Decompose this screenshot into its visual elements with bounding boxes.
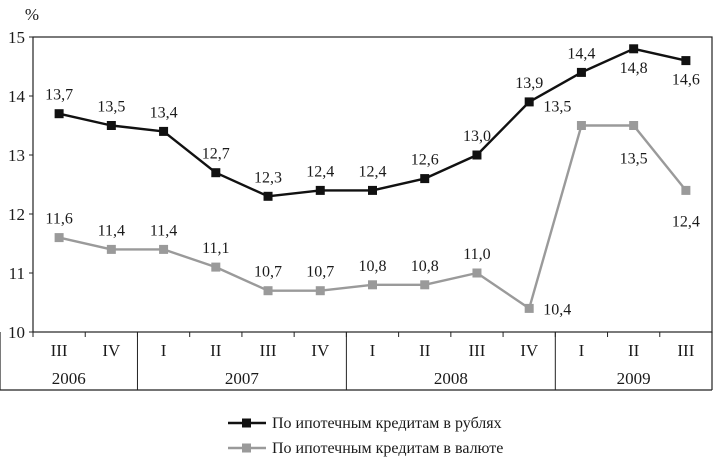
series-2-point (315, 286, 325, 296)
x-tick-label: I (579, 341, 585, 360)
data-label: 13,5 (620, 151, 648, 168)
x-tick-label: II (210, 341, 222, 360)
series-2-point (106, 244, 116, 254)
data-label: 13,9 (515, 75, 543, 92)
series-1-point (315, 185, 325, 195)
series-2-point (524, 303, 534, 313)
data-label: 14,4 (567, 45, 595, 62)
year-label: 2008 (434, 369, 468, 388)
data-label: 13,5 (543, 99, 571, 116)
series-2-point (263, 286, 273, 296)
series-1-point (420, 174, 430, 184)
data-labels: 13,7 13,5 13,4 12,7 12,3 12,4 12,4 12,6 13,0 13,9… (45, 45, 700, 318)
series-2-point (472, 268, 482, 278)
year-label: 2009 (617, 369, 651, 388)
x-tick-label: III (260, 341, 277, 360)
y-tick-label: 15 (8, 28, 25, 47)
series-1-point (54, 109, 64, 119)
y-axis-label: % (25, 5, 39, 24)
y-tick-label: 10 (8, 323, 25, 342)
x-tick-label: III (51, 341, 68, 360)
series-2-point (54, 233, 64, 243)
y-tick-label: 14 (8, 87, 26, 106)
x-tick-label: III (677, 341, 694, 360)
data-label: 11,0 (463, 246, 490, 263)
x-tick-label: IV (311, 341, 330, 360)
series-2-point (629, 121, 639, 130)
x-tick-label: II (628, 341, 640, 360)
series-1-point (263, 191, 273, 201)
y-tick-label: 11 (9, 264, 25, 283)
data-label: 10,7 (254, 264, 282, 281)
data-label: 12,4 (306, 163, 334, 180)
data-label: 14,6 (672, 72, 700, 89)
series-2-point (420, 280, 430, 290)
series-1-point (629, 44, 639, 54)
data-label: 12,4 (359, 163, 387, 180)
x-tick-label: II (419, 341, 431, 360)
series-2-point (681, 185, 691, 195)
legend-marker (242, 418, 251, 428)
data-label: 13,5 (97, 99, 125, 116)
data-label: 12,3 (254, 169, 282, 186)
data-label: 12,6 (411, 152, 439, 169)
x-tick-label: I (370, 341, 376, 360)
data-label: 10,8 (411, 258, 439, 275)
year-label: 2006 (52, 369, 86, 388)
y-tick-label: 12 (8, 205, 25, 224)
data-label: 11,6 (45, 211, 72, 228)
series-1-point (368, 185, 377, 195)
data-label: 10,8 (359, 258, 387, 275)
plot-frame (32, 36, 713, 333)
series-2-point (368, 280, 377, 290)
series-1-point (576, 67, 586, 77)
series-1-point (211, 168, 221, 178)
legend: По ипотечным кредитам в рублях По ипотечн… (228, 415, 503, 457)
legend-marker (242, 443, 251, 453)
legend-label: По ипотечным кредитам в рублях (272, 415, 502, 432)
data-label: 10,7 (306, 264, 334, 281)
series-2-point (211, 262, 221, 272)
year-label: 2007 (225, 369, 260, 388)
y-tick-label: 13 (8, 146, 25, 165)
data-label: 13,7 (45, 87, 73, 104)
data-label: 11,4 (150, 222, 177, 239)
series-1-point (472, 150, 482, 160)
series-1-point (159, 126, 169, 136)
data-label: 11,1 (202, 240, 229, 257)
data-label: 11,4 (98, 222, 125, 239)
x-tick-label: IV (520, 341, 539, 360)
x-tick-label: IV (102, 341, 121, 360)
data-label: 12,7 (202, 146, 230, 163)
series-1-point (524, 97, 534, 107)
data-label: 10,4 (543, 301, 571, 318)
data-label: 12,4 (672, 213, 700, 230)
data-label: 13,4 (150, 104, 178, 121)
x-tick-label: I (161, 341, 167, 360)
series-1-point (106, 121, 116, 130)
data-label: 13,0 (463, 128, 491, 145)
series-2-point (159, 244, 169, 254)
series-1-point (681, 56, 691, 66)
series-2-point (576, 121, 586, 130)
series-layer (54, 44, 691, 313)
data-label: 14,8 (620, 60, 648, 77)
legend-label: По ипотечным кредитам в валюте (272, 440, 503, 457)
x-tick-label: III (468, 341, 485, 360)
